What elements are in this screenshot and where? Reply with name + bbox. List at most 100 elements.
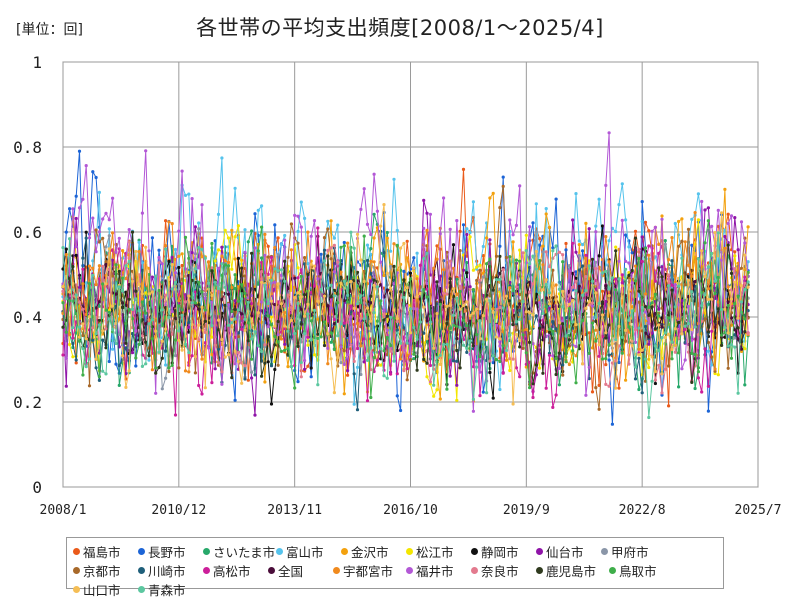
series-point [418, 263, 422, 267]
series-point [303, 358, 307, 363]
series-point [210, 323, 214, 328]
series-point [445, 342, 449, 346]
series-point [700, 265, 704, 269]
series-point [425, 319, 429, 323]
series-point [210, 352, 214, 357]
series-point [640, 259, 644, 264]
legend-label: 福島市 [83, 545, 121, 560]
series-point [564, 248, 568, 252]
series-point [720, 211, 724, 215]
series-point [303, 367, 307, 371]
series-point [147, 354, 151, 358]
series-point [693, 325, 697, 329]
series-point [203, 296, 207, 300]
series-point [64, 297, 68, 301]
series-point [399, 341, 403, 345]
series-point [266, 360, 270, 364]
series-point [326, 294, 330, 298]
series-point [557, 351, 562, 355]
series-point [283, 279, 287, 283]
series-point [117, 285, 121, 289]
series-point [263, 232, 267, 236]
series-point [173, 338, 178, 342]
legend-item: 長野市 [138, 542, 203, 561]
series-point [359, 344, 363, 348]
series-point [392, 242, 396, 246]
series-point [144, 149, 148, 153]
series-point [395, 331, 399, 335]
series-point [739, 266, 744, 270]
series-point [223, 285, 227, 289]
series-point [521, 333, 525, 337]
series-point [293, 276, 297, 280]
series-point [355, 330, 360, 334]
series-point [306, 262, 310, 266]
series-point [97, 300, 101, 304]
series-point [379, 260, 383, 264]
series-point [187, 325, 191, 329]
series-point [216, 318, 221, 322]
series-point [71, 355, 75, 359]
series-point [481, 271, 485, 275]
series-point [332, 270, 336, 274]
series-point [226, 236, 231, 240]
series-point [177, 366, 181, 370]
x-tick-label: 2019/9 [503, 503, 550, 518]
series-point [557, 383, 562, 387]
series-point [733, 302, 737, 306]
series-point [696, 370, 701, 374]
series-point [425, 211, 429, 215]
series-point [303, 293, 307, 297]
legend-item: 青森市 [138, 580, 203, 599]
series-point [614, 359, 618, 363]
series-point [97, 378, 101, 382]
legend-label: 宇都宮市 [343, 564, 394, 579]
series-point [617, 386, 621, 390]
series-point [746, 280, 750, 284]
series-point [81, 267, 85, 271]
series-point [528, 225, 532, 229]
series-point [342, 240, 346, 245]
series-point [617, 277, 621, 281]
series-point [716, 231, 720, 235]
series-point [269, 299, 274, 303]
legend-marker [601, 548, 608, 555]
series-point [729, 214, 734, 218]
series-point [223, 263, 227, 267]
series-point [696, 333, 701, 337]
series-point [710, 363, 714, 367]
series-point [372, 278, 376, 282]
legend-label: 奈良市 [481, 564, 519, 579]
series-point [561, 260, 565, 264]
series-point [336, 334, 340, 338]
series-point [528, 290, 532, 294]
series-point [733, 328, 737, 332]
series-point [498, 344, 502, 348]
series-point [594, 319, 598, 323]
series-point [299, 225, 303, 229]
series-point [223, 259, 227, 263]
series-point [389, 249, 393, 253]
series-point [637, 356, 641, 360]
series-point [617, 360, 621, 365]
series-point [319, 263, 323, 267]
legend-marker [536, 548, 543, 555]
series-point [445, 304, 449, 308]
x-tick-label: 2008/1 [40, 503, 87, 518]
series-point [279, 242, 283, 247]
series-point [190, 323, 194, 327]
series-point [541, 244, 545, 248]
series-point [653, 344, 658, 348]
series-point [203, 330, 207, 334]
series-point [210, 269, 214, 273]
series-point [339, 281, 343, 285]
series-point [220, 254, 224, 258]
series-point [524, 249, 528, 253]
series-point [723, 234, 727, 239]
series-point [584, 275, 588, 279]
series-point [538, 243, 542, 247]
series-point [269, 278, 274, 282]
series-point [726, 221, 730, 226]
series-point [183, 267, 188, 271]
series-point [296, 266, 300, 270]
